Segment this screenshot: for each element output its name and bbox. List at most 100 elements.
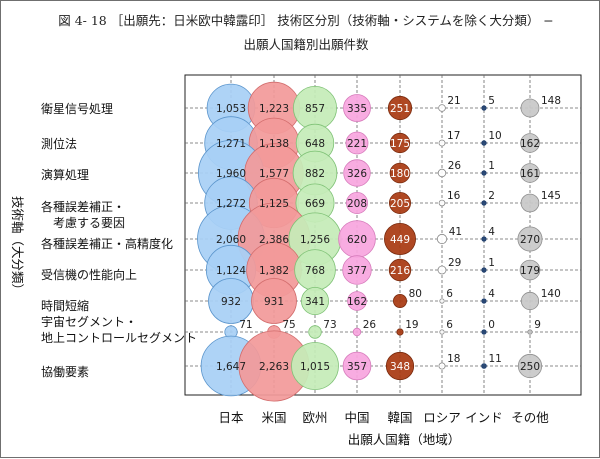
data-label: 335 xyxy=(347,103,367,115)
bubble xyxy=(481,236,487,242)
data-label: 1,960 xyxy=(216,168,246,180)
bubble xyxy=(389,162,411,184)
data-label: 1 xyxy=(488,160,495,172)
data-label: 0 xyxy=(488,319,495,331)
data-label: 26 xyxy=(448,160,462,172)
bubble xyxy=(387,95,413,121)
data-label: 1,124 xyxy=(216,265,246,277)
bubble xyxy=(438,139,446,147)
x-tick-label: 欧州 xyxy=(302,410,327,425)
data-label: 208 xyxy=(347,198,367,210)
x-tick-label: 中国 xyxy=(344,410,369,425)
x-tick-label: その他 xyxy=(511,410,549,425)
plot-border xyxy=(184,74,582,396)
bubble xyxy=(481,363,487,369)
bubble xyxy=(342,351,372,381)
data-label: 768 xyxy=(305,265,325,277)
bubble xyxy=(520,163,540,183)
bubble xyxy=(520,98,540,118)
bubble xyxy=(343,94,371,122)
row-label: 測位法 xyxy=(41,136,77,151)
data-label: 4 xyxy=(488,288,495,300)
bubble xyxy=(385,351,415,381)
bubble xyxy=(345,191,368,214)
data-label: 348 xyxy=(390,361,410,373)
row-label: 協働要素 xyxy=(41,364,89,379)
data-label: 2,386 xyxy=(259,234,289,246)
data-label: 11 xyxy=(488,353,501,365)
data-label: 205 xyxy=(390,198,410,210)
data-label: 71 xyxy=(239,319,252,331)
x-axis-label: 出願人国籍（地域） xyxy=(348,432,461,447)
data-label: 1,053 xyxy=(216,103,246,115)
bubble xyxy=(396,328,404,336)
data-label: 1,223 xyxy=(259,103,289,115)
bubble xyxy=(345,131,369,155)
data-label: 1,125 xyxy=(259,198,289,210)
data-label: 41 xyxy=(449,226,462,238)
row-label: 時間短縮 xyxy=(41,298,89,313)
data-label: 10 xyxy=(488,130,501,142)
data-label: 1,015 xyxy=(300,361,330,373)
data-label: 1,577 xyxy=(259,168,289,180)
data-label: 21 xyxy=(447,95,460,107)
bubble xyxy=(520,133,540,153)
data-label: 1 xyxy=(488,257,495,269)
data-label: 620 xyxy=(347,234,367,246)
bubble xyxy=(520,291,540,311)
data-label: 221 xyxy=(347,138,367,150)
data-label: 17 xyxy=(447,130,460,142)
data-label: 9 xyxy=(534,319,541,331)
data-label: 162 xyxy=(347,296,367,308)
data-label: 1,271 xyxy=(216,138,246,150)
row-label: 宇宙セグメント・ xyxy=(41,314,137,329)
data-label: 326 xyxy=(347,168,367,180)
data-label: 6 xyxy=(446,288,453,300)
data-label: 1,647 xyxy=(216,361,246,373)
bubble xyxy=(388,258,412,282)
bubble xyxy=(389,132,411,154)
bubble xyxy=(520,193,540,213)
data-label: 16 xyxy=(447,190,461,202)
bubble xyxy=(439,329,445,335)
data-label: 270 xyxy=(520,234,540,246)
data-label: 140 xyxy=(541,288,561,300)
bubble xyxy=(517,226,543,252)
bubble xyxy=(251,278,297,324)
bubble xyxy=(352,327,362,337)
data-label: 2,263 xyxy=(259,361,289,373)
bubble xyxy=(481,329,487,335)
bubble xyxy=(481,140,487,146)
bubble xyxy=(481,298,487,304)
row-label: 受信機の性能向上 xyxy=(41,267,137,282)
bubble xyxy=(517,353,543,379)
x-tick-label: 韓国 xyxy=(387,410,412,425)
y-axis-label: 技術軸（大分類） xyxy=(10,196,25,296)
data-label: 1,256 xyxy=(300,234,330,246)
data-label: 1,138 xyxy=(259,138,289,150)
row-label: 地上コントロールセグメント xyxy=(41,331,197,345)
data-label: 6 xyxy=(446,319,453,331)
row-label: 衛星信号処理 xyxy=(41,102,113,116)
data-label: 29 xyxy=(448,257,461,269)
x-tick-label: 日本 xyxy=(218,410,244,425)
x-tick-label: インド xyxy=(465,410,503,425)
bubble xyxy=(383,222,416,255)
bubble xyxy=(481,170,487,176)
data-label: 5 xyxy=(488,95,495,107)
data-label: 251 xyxy=(390,103,410,115)
data-label: 357 xyxy=(347,361,367,373)
data-label: 669 xyxy=(305,198,325,210)
row-label: 各種誤差補正・高精度化 xyxy=(41,236,173,251)
data-label: 148 xyxy=(541,95,561,107)
bubble xyxy=(291,342,339,390)
x-tick-labels: 日本 米国 欧州 中国 韓国 ロシア インド その他 xyxy=(218,410,549,425)
bubble xyxy=(300,286,329,315)
bubble xyxy=(392,293,407,308)
bubble xyxy=(343,159,371,187)
